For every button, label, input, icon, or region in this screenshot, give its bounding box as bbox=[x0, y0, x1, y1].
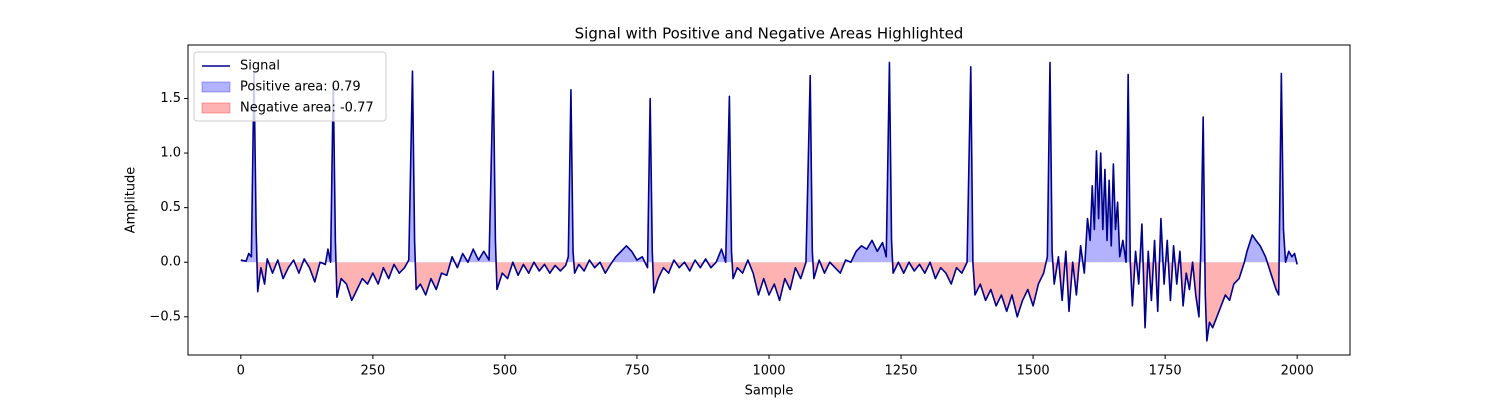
y-tick-label: 0.0 bbox=[160, 255, 181, 270]
y-axis-label: Amplitude bbox=[124, 167, 139, 234]
legend-label: Negative area: -0.77 bbox=[240, 101, 374, 116]
legend-patch bbox=[201, 81, 231, 93]
x-axis-label: Sample bbox=[745, 384, 794, 399]
area-fill bbox=[240, 62, 1298, 263]
y-tick-label: 0.5 bbox=[160, 200, 181, 215]
x-tick-label: 250 bbox=[360, 364, 385, 379]
signal-line bbox=[240, 61, 1298, 342]
legend-frame bbox=[193, 51, 387, 122]
x-tick-label: 1750 bbox=[1149, 364, 1182, 379]
legend-label: Signal bbox=[240, 59, 280, 74]
x-tick-label: 0 bbox=[237, 364, 245, 379]
x-tick-label: 500 bbox=[492, 364, 517, 379]
legend: Signal Positive area: 0.79 Negative area: … bbox=[193, 51, 387, 122]
y-tick-label: 1.0 bbox=[160, 146, 181, 161]
area-fill bbox=[256, 262, 1298, 341]
x-tick-label: 1000 bbox=[752, 364, 785, 379]
x-tick-label: 1500 bbox=[1017, 364, 1050, 379]
legend-label: Positive area: 0.79 bbox=[240, 80, 361, 95]
x-tick-label: 750 bbox=[625, 364, 650, 379]
chart-title: Signal with Positive and Negative Areas … bbox=[575, 25, 964, 43]
x-tick-label: 1250 bbox=[884, 364, 917, 379]
legend-patch bbox=[201, 102, 231, 114]
x-tick-label: 2000 bbox=[1281, 364, 1314, 379]
y-tick-label: −0.5 bbox=[149, 309, 181, 324]
y-tick-label: 1.5 bbox=[160, 91, 181, 106]
